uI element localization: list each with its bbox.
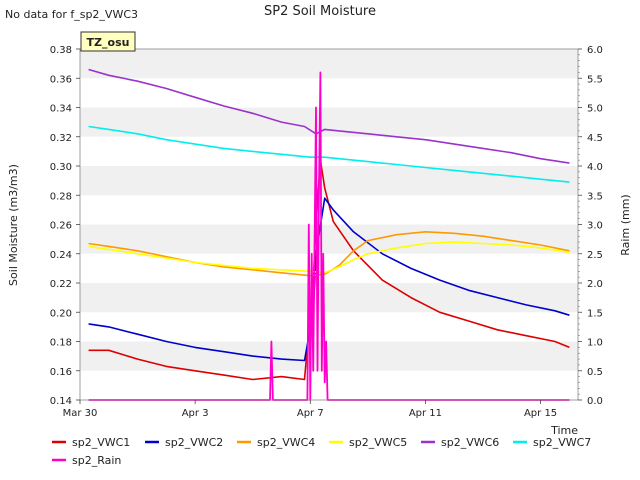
- y-tick-label: 0.34: [50, 104, 72, 115]
- chart-title: SP2 Soil Moisture: [264, 4, 376, 19]
- y-tick-label: 0.18: [50, 338, 72, 349]
- grid-band: [80, 107, 578, 137]
- legend-label: sp2_VWC2: [165, 436, 223, 449]
- y2-tick-label: 2.5: [587, 250, 603, 261]
- legend-label: sp2_VWC4: [257, 436, 315, 449]
- x-axis-label: Time: [550, 424, 578, 437]
- y2-axis-label: Raim (mm): [619, 194, 632, 255]
- y2-tick-label: 6.0: [587, 45, 603, 56]
- series-line-sp2_VWC7: [88, 125, 570, 183]
- y-tick-label: 0.14: [50, 396, 72, 407]
- x-tick-label: Mar 30: [63, 408, 98, 419]
- y-tick-label: 0.24: [50, 250, 72, 261]
- y2-tick-label: 3.5: [587, 191, 603, 202]
- y2-tick-label: 5.0: [587, 104, 603, 115]
- grid-band: [80, 78, 578, 108]
- legend: sp2_VWC1 sp2_VWC2 sp2_VWC4 sp2_VWC5 sp2_VWC6…: [52, 436, 591, 467]
- grid-band: [80, 341, 578, 371]
- y2-tick-label: 5.5: [587, 74, 603, 85]
- y-tick-label: 0.22: [50, 279, 72, 290]
- legend-item-sp2_VWC7: sp2_VWC7: [513, 436, 591, 449]
- legend-label: sp2_VWC5: [349, 436, 407, 449]
- grid-band: [80, 224, 578, 254]
- y-axis-label: Soil Moisture (m3/m3): [7, 164, 20, 286]
- grid-band: [80, 370, 578, 400]
- y2-tick-label: 0.5: [587, 367, 603, 378]
- legend-item-sp2_VWC1: sp2_VWC1: [52, 436, 130, 449]
- axis-ticks: 0.14 0.16 0.18 0.20 0.22 0.24 0.26 0.28 0.30 0.32…: [50, 45, 603, 419]
- y2-tick-label: 2.0: [587, 279, 603, 290]
- grid-band: [80, 195, 578, 225]
- series-line-sp2_VWC5: [88, 241, 570, 274]
- site-badge: TZ_osu: [80, 31, 136, 52]
- y-tick-label: 0.30: [50, 162, 72, 173]
- x-tick-label: Apr 15: [524, 408, 557, 419]
- legend-item-sp2_VWC4: sp2_VWC4: [237, 436, 315, 449]
- y2-tick-label: 4.0: [587, 162, 603, 173]
- y-tick-label: 0.32: [50, 133, 72, 144]
- legend-item-sp2_VWC6: sp2_VWC6: [421, 436, 499, 449]
- grid-band: [80, 136, 578, 166]
- x-tick-label: Apr 7: [297, 408, 324, 419]
- legend-label: sp2_VWC6: [441, 436, 499, 449]
- legend-label: sp2_VWC1: [72, 436, 130, 449]
- legend-item-sp2_Rain: sp2_Rain: [52, 454, 121, 467]
- y2-tick-label: 1.5: [587, 308, 603, 319]
- grid-band: [80, 312, 578, 342]
- legend-label: sp2_Rain: [72, 454, 121, 467]
- grid-band: [80, 253, 578, 283]
- y2-tick-label: 1.0: [587, 338, 603, 349]
- grid-band: [80, 166, 578, 196]
- y-tick-label: 0.26: [50, 221, 72, 232]
- y2-tick-label: 0.0: [587, 396, 603, 407]
- x-tick-label: Apr 11: [409, 408, 442, 419]
- grid-band: [80, 49, 578, 79]
- no-data-note: No data for f_sp2_VWC3: [5, 8, 138, 21]
- y-tick-label: 0.36: [50, 74, 72, 85]
- y-tick-label: 0.38: [50, 45, 72, 56]
- grid-band: [80, 283, 578, 313]
- legend-item-sp2_VWC2: sp2_VWC2: [145, 436, 223, 449]
- y2-tick-label: 3.0: [587, 221, 603, 232]
- y-tick-label: 0.28: [50, 191, 72, 202]
- y-tick-label: 0.16: [50, 367, 72, 378]
- y2-tick-label: 4.5: [587, 133, 603, 144]
- y-tick-label: 0.20: [50, 308, 72, 319]
- legend-item-sp2_VWC5: sp2_VWC5: [329, 436, 407, 449]
- legend-label: sp2_VWC7: [533, 436, 591, 449]
- x-tick-label: Apr 3: [182, 408, 209, 419]
- grid-bands: [80, 49, 578, 400]
- site-badge-label: TZ_osu: [87, 36, 130, 49]
